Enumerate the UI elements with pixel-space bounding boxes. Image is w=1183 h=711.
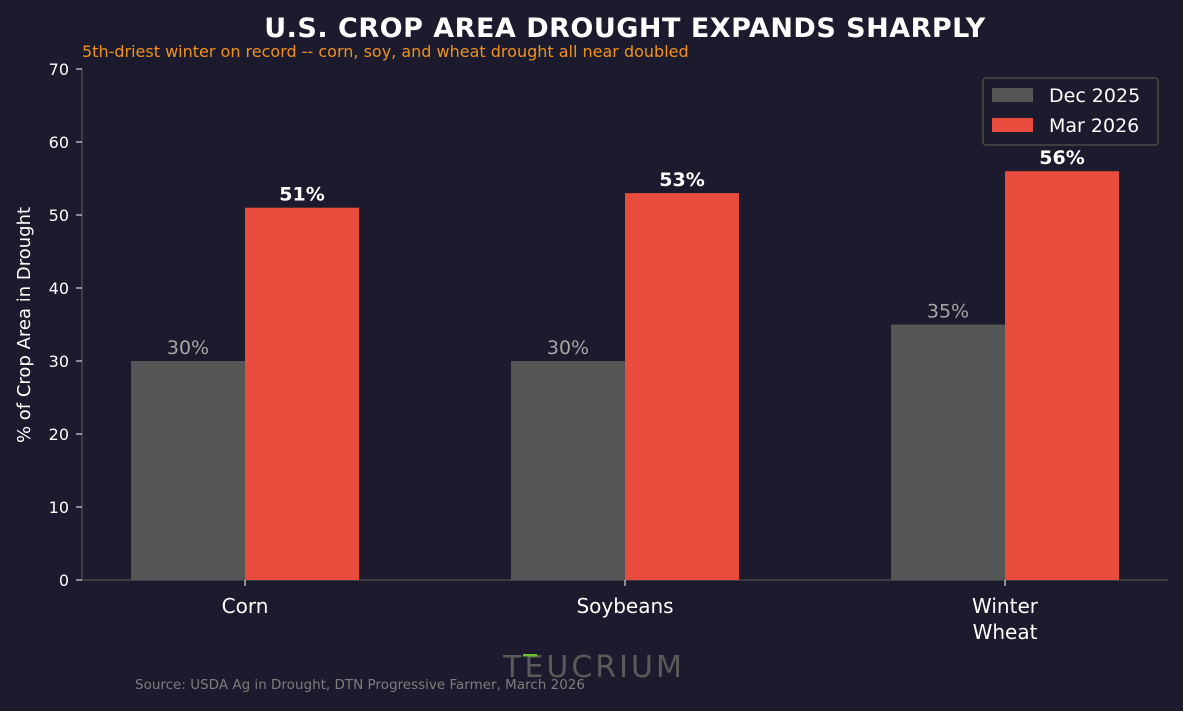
legend-label-mar-2026: Mar 2026: [1049, 115, 1139, 137]
y-axis-label: % of Crop Area in Drought: [14, 207, 35, 443]
bar-value-label: 56%: [1039, 147, 1084, 169]
bar-value-label: 30%: [167, 337, 209, 359]
bar-dec-2025: [891, 324, 1005, 580]
bar-dec-2025: [511, 361, 625, 580]
watermark-logo: TEUCRIUM: [502, 650, 682, 685]
y-tick-label: 0: [59, 571, 69, 590]
y-tick-label: 40: [49, 279, 69, 298]
y-tick-label: 30: [49, 352, 69, 371]
y-tick-label: 20: [49, 425, 69, 444]
bar-labels: 30% 30% 35% 51% 53% 56%: [167, 147, 1085, 359]
bar-dec-2025: [131, 361, 245, 580]
legend: Dec 2025 Mar 2026: [982, 77, 1159, 146]
bar-value-label: 53%: [659, 169, 704, 191]
chart-title: U.S. CROP AREA DROUGHT EXPANDS SHARPLY: [264, 13, 986, 44]
legend-label-dec-2025: Dec 2025: [1049, 85, 1140, 107]
bars: [131, 171, 1119, 580]
legend-swatch-dec-2025: [992, 88, 1033, 102]
bar-mar-2026: [1005, 171, 1119, 580]
legend-swatch-mar-2026: [992, 118, 1033, 132]
bar-value-label: 35%: [927, 301, 969, 323]
watermark-accent-mark: [523, 654, 537, 657]
y-axis-label-group: % of Crop Area in Drought: [14, 207, 35, 443]
y-tick-label: 70: [49, 60, 69, 79]
bar-value-label: 51%: [279, 184, 324, 206]
y-tick-label: 10: [49, 498, 69, 517]
x-tick-label: Winter Wheat: [972, 594, 1039, 644]
chart-subtitle: 5th-driest winter on record -- corn, soy…: [82, 42, 689, 61]
y-tick-label: 60: [49, 133, 69, 152]
x-tick-label: Soybeans: [576, 594, 673, 618]
source-note: Source: USDA Ag in Drought, DTN Progress…: [135, 677, 585, 693]
x-tick-label: Corn: [222, 594, 269, 618]
x-tick-labels: Corn Soybeans Winter Wheat: [222, 580, 1039, 644]
bar-mar-2026: [625, 193, 739, 580]
bar-mar-2026: [245, 207, 359, 580]
y-tick-label: 50: [49, 206, 69, 225]
bar-value-label: 30%: [547, 337, 589, 359]
